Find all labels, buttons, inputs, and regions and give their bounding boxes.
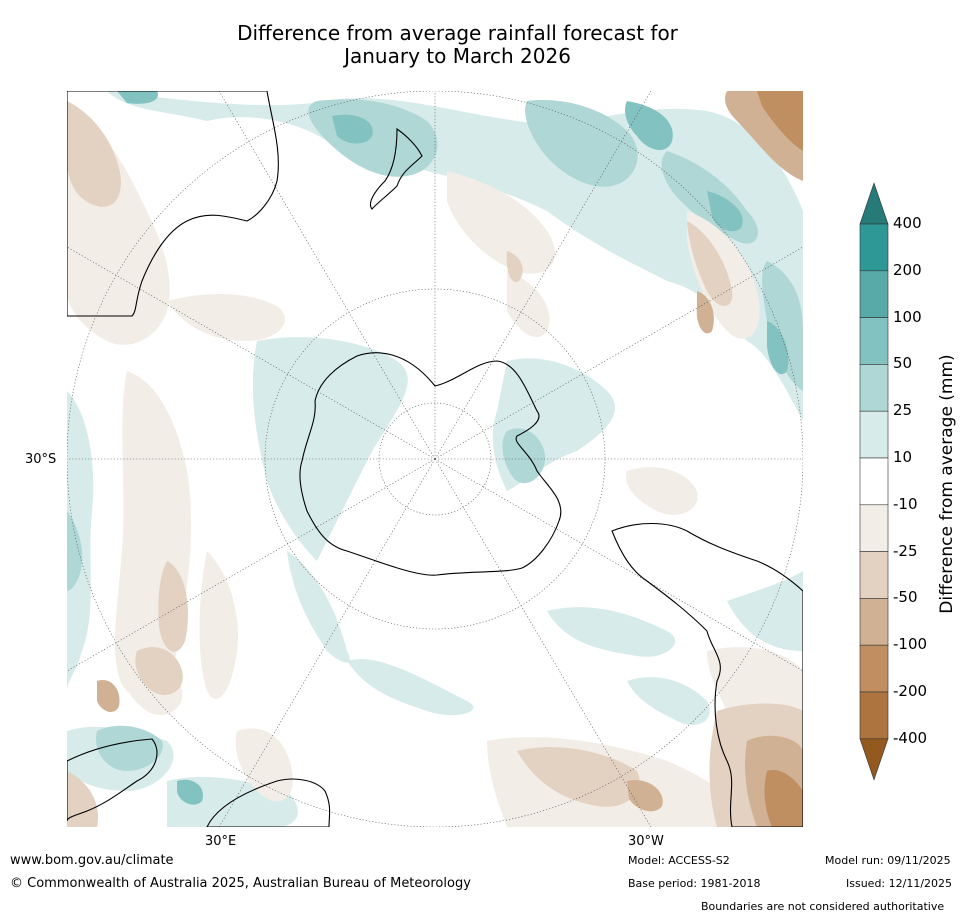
colorbar-tick-label: 25 bbox=[893, 401, 913, 420]
lon-label-30e: 30°E bbox=[205, 834, 237, 849]
south-america-coast bbox=[611, 523, 803, 827]
colorbar-tick-label: 100 bbox=[893, 307, 922, 326]
colorbar-band bbox=[859, 410, 889, 459]
model-run-date: Model run: 09/11/2025 bbox=[825, 854, 951, 867]
issued-date: Issued: 12/11/2025 bbox=[846, 877, 953, 890]
coastlines bbox=[67, 91, 803, 827]
colorbar-band bbox=[859, 317, 889, 365]
colorbar-extend-top bbox=[859, 182, 889, 225]
colorbar-extend-bottom bbox=[859, 738, 889, 781]
map-title-line2: January to March 2026 bbox=[344, 44, 571, 68]
colorbar-band bbox=[859, 364, 889, 412]
base-period: Base period: 1981-2018 bbox=[628, 877, 761, 890]
colorbar-tick-label: -10 bbox=[893, 494, 918, 513]
map-title-line1: Difference from average rainfall forecas… bbox=[237, 21, 678, 45]
australia-coast bbox=[67, 91, 279, 317]
copyright-text: © Commonwealth of Australia 2025, Austra… bbox=[10, 876, 471, 891]
colorbar-title: Difference from average (mm) bbox=[937, 354, 957, 614]
colorbar-band bbox=[859, 504, 889, 552]
colorbar-band bbox=[859, 551, 889, 599]
new-zealand-coast bbox=[369, 127, 423, 210]
colorbar-band bbox=[859, 598, 889, 646]
colorbar-tick-label: 50 bbox=[893, 354, 913, 373]
colorbar-band bbox=[859, 457, 889, 506]
rainfall-anomaly-map bbox=[67, 91, 803, 827]
antarctica-coast bbox=[299, 352, 562, 576]
colorbar-band bbox=[859, 644, 889, 693]
colorbar-band bbox=[859, 270, 889, 318]
colorbar-band bbox=[859, 223, 889, 272]
colorbar-tick-label: 200 bbox=[893, 260, 922, 279]
lon-label-30w: 30°W bbox=[628, 834, 664, 849]
anomaly-fill-layer bbox=[67, 91, 803, 827]
boundaries-disclaimer: Boundaries are not considered authoritat… bbox=[701, 900, 945, 913]
model-name: Model: ACCESS-S2 bbox=[628, 854, 730, 867]
colorbar-tick-label: -50 bbox=[893, 588, 918, 607]
website-link[interactable]: www.bom.gov.au/climate bbox=[10, 853, 174, 868]
southern-africa-coast bbox=[206, 778, 331, 827]
colorbar-tick-label: -100 bbox=[893, 635, 928, 654]
graticule bbox=[67, 91, 803, 827]
colorbar-tick-label: -25 bbox=[893, 541, 918, 560]
lat-label-30s: 30°S bbox=[25, 452, 57, 467]
colorbar bbox=[859, 182, 889, 781]
colorbar-tick-label: 400 bbox=[893, 214, 922, 232]
colorbar-tick-label: 10 bbox=[893, 448, 913, 466]
colorbar-tick-label: -200 bbox=[893, 682, 928, 700]
colorbar-band bbox=[859, 691, 889, 740]
africa-coast bbox=[67, 738, 158, 822]
colorbar-tick-label: -400 bbox=[893, 728, 928, 747]
